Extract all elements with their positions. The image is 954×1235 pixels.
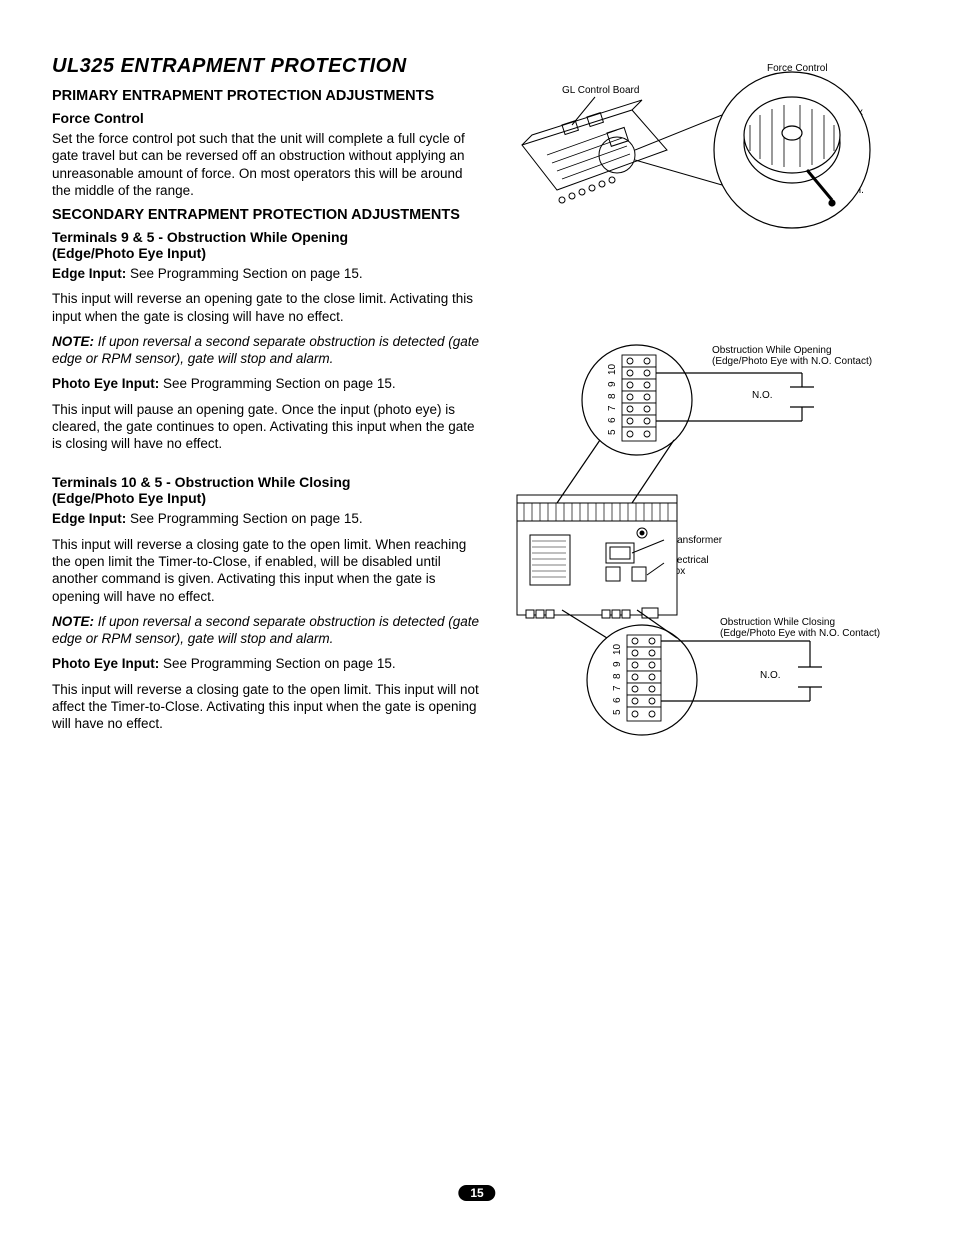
t95-edge-label: Edge Input: [52,266,126,281]
t105-p1: This input will reverse a closing gate t… [52,536,482,605]
t95-edge: Edge Input: See Programming Section on p… [52,265,482,282]
term-num: 5 [612,709,623,715]
force-control-body: Set the force control pot such that the … [52,130,482,199]
t95-heading-l2: (Edge/Photo Eye Input) [52,245,206,261]
term-num: 10 [612,643,623,655]
term-num: 9 [607,381,618,387]
t95-photo-body: See Programming Section on page 15. [159,376,395,391]
force-control-heading: Force Control [52,110,482,126]
diagram-column: GL Control Board Force Control Max Min. … [502,55,902,785]
t105-heading-l1: Terminals 10 & 5 - Obstruction While Clo… [52,474,350,490]
t105-edge-label: Edge Input: [52,511,126,526]
term-num: 8 [607,393,618,399]
t105-note-label: NOTE: [52,614,94,629]
term-num: 7 [607,405,618,411]
page-number: 15 [458,1185,495,1201]
t105-photo-body: See Programming Section on page 15. [159,656,395,671]
t95-heading-l1: Terminals 9 & 5 - Obstruction While Open… [52,229,348,245]
term-num: 5 [607,429,618,435]
t105-edge: Edge Input: See Programming Section on p… [52,510,482,527]
primary-heading: PRIMARY ENTRAPMENT PROTECTION ADJUSTMENT… [52,88,482,104]
t105-photo: Photo Eye Input: See Programming Section… [52,655,482,672]
t95-note: NOTE: If upon reversal a second separate… [52,333,482,368]
t105-heading-l2: (Edge/Photo Eye Input) [52,490,206,506]
term-num: 7 [612,685,623,691]
t105-edge-body: See Programming Section on page 15. [126,511,362,526]
secondary-heading: SECONDARY ENTRAPMENT PROTECTION ADJUSTME… [52,207,482,223]
t95-p2: This input will pause an opening gate. O… [52,401,482,453]
term-num: 9 [612,661,623,667]
t95-p1: This input will reverse an opening gate … [52,290,482,325]
term-num: 6 [607,417,618,423]
t95-photo: Photo Eye Input: See Programming Section… [52,375,482,392]
t95-edge-body: See Programming Section on page 15. [126,266,362,281]
page-title: UL325 ENTRAPMENT PROTECTION [52,55,482,78]
t105-note-body: If upon reversal a second separate obstr… [52,614,479,646]
term-num: 6 [612,697,623,703]
diagram-svg: 5 6 7 8 9 10 [502,55,902,785]
t95-note-label: NOTE: [52,334,94,349]
t105-photo-label: Photo Eye Input: [52,656,159,671]
text-column: UL325 ENTRAPMENT PROTECTION PRIMARY ENTR… [52,55,482,785]
term-num: 8 [612,673,623,679]
t105-p2: This input will reverse a closing gate t… [52,681,482,733]
t95-note-body: If upon reversal a second separate obstr… [52,334,479,366]
wiring-diagram: GL Control Board Force Control Max Min. … [502,55,902,785]
t105-heading: Terminals 10 & 5 - Obstruction While Clo… [52,474,482,506]
term-num: 10 [607,363,618,375]
t95-photo-label: Photo Eye Input: [52,376,159,391]
t95-heading: Terminals 9 & 5 - Obstruction While Open… [52,229,482,261]
t105-note: NOTE: If upon reversal a second separate… [52,613,482,648]
